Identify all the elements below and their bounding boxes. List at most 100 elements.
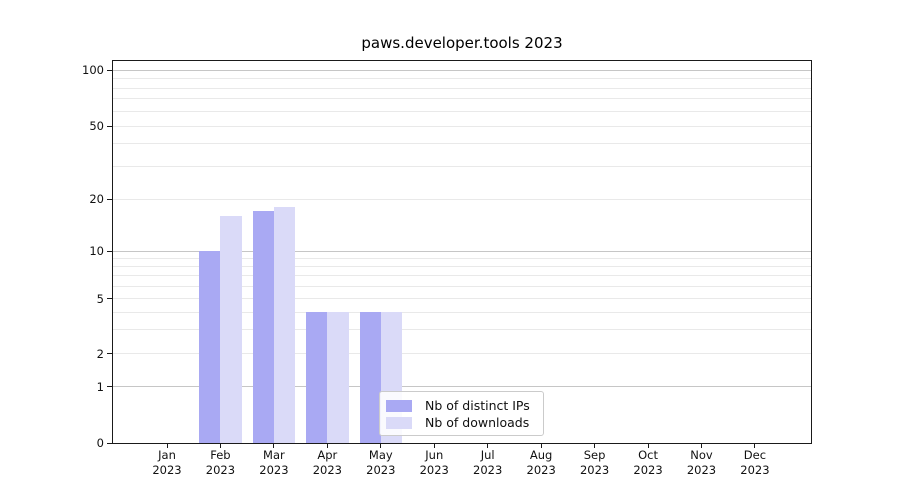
x-tick-label-aug: Aug 2023 bbox=[509, 448, 573, 478]
gridline-50 bbox=[113, 125, 811, 127]
legend-swatch-distinct-ips bbox=[386, 399, 412, 412]
y-tick-label-5: 5 bbox=[96, 291, 104, 306]
x-tick-mark-oct bbox=[647, 443, 649, 448]
y-tick-label-50: 50 bbox=[89, 119, 104, 134]
x-tick-label-may: May 2023 bbox=[349, 448, 413, 478]
bar-apr-distinct-ips bbox=[306, 312, 328, 443]
gridline-100 bbox=[113, 69, 811, 71]
x-tick-label-jan: Jan 2023 bbox=[135, 448, 199, 478]
gridline-minor-9 bbox=[113, 257, 811, 259]
x-tick-year: 2023 bbox=[473, 463, 503, 477]
x-tick-mark-nov bbox=[701, 443, 702, 448]
gridline-2 bbox=[113, 353, 811, 355]
gridline-20 bbox=[113, 198, 811, 200]
x-tick-month: Nov bbox=[690, 448, 713, 462]
y-tick-label-1: 1 bbox=[96, 379, 104, 394]
gridline-minor-70 bbox=[113, 98, 811, 100]
x-tick-month: Jun bbox=[425, 448, 444, 462]
x-tick-mark-dec bbox=[754, 443, 756, 448]
x-tick-label-feb: Feb 2023 bbox=[188, 448, 252, 478]
gridline-minor-3 bbox=[113, 329, 811, 331]
x-tick-month: Dec bbox=[743, 448, 767, 462]
bar-mar-downloads bbox=[273, 206, 296, 443]
gridline-minor-90 bbox=[113, 78, 811, 80]
x-tick-label-sep: Sep 2023 bbox=[563, 448, 627, 478]
x-tick-mark-sep bbox=[594, 443, 596, 448]
x-tick-year: 2023 bbox=[686, 463, 717, 477]
bar-may-distinct-ips bbox=[359, 312, 381, 443]
gridline-minor-40 bbox=[113, 143, 811, 145]
x-tick-label-apr: Apr 2023 bbox=[295, 448, 359, 478]
chart-title: paws.developer.tools 2023 bbox=[361, 34, 563, 52]
y-tick-label-10: 10 bbox=[89, 244, 104, 258]
x-tick-year: 2023 bbox=[152, 463, 182, 477]
x-tick-year: 2023 bbox=[579, 463, 610, 477]
legend-label-downloads: Nb of downloads bbox=[425, 415, 530, 430]
x-tick-label-mar: Mar 2023 bbox=[242, 448, 306, 478]
legend-row-distinct-ips: Nb of distinct IPs bbox=[386, 397, 535, 414]
x-tick-mark-feb bbox=[219, 443, 221, 448]
y-tick-mark-1 bbox=[107, 386, 112, 388]
x-tick-year: 2023 bbox=[419, 463, 449, 477]
x-tick-year: 2023 bbox=[366, 463, 396, 477]
x-tick-label-jul: Jul 2023 bbox=[456, 448, 520, 478]
x-tick-month: Apr bbox=[317, 448, 338, 462]
legend-swatch-downloads bbox=[386, 416, 412, 429]
gridline-minor-8 bbox=[113, 265, 811, 267]
gridline-minor-7 bbox=[113, 275, 811, 277]
plot-area: Nb of distinct IPs Nb of downloads bbox=[112, 60, 812, 444]
x-tick-mark-aug bbox=[540, 443, 542, 448]
x-tick-month: Oct bbox=[638, 448, 658, 462]
gridline-minor-6 bbox=[113, 285, 811, 287]
y-tick-mark-50 bbox=[107, 125, 112, 127]
bar-feb-distinct-ips bbox=[199, 251, 221, 443]
gridline-minor-80 bbox=[113, 87, 811, 89]
gridline-10 bbox=[113, 250, 811, 252]
x-tick-mark-mar bbox=[273, 443, 275, 448]
x-tick-mark-jul bbox=[487, 443, 489, 448]
y-tick-label-2: 2 bbox=[96, 346, 104, 361]
x-tick-month: Jan bbox=[158, 448, 176, 462]
y-tick-mark-2 bbox=[107, 353, 112, 355]
x-tick-year: 2023 bbox=[259, 463, 289, 477]
y-tick-label-20: 20 bbox=[89, 192, 104, 207]
x-tick-year: 2023 bbox=[526, 463, 556, 477]
legend: Nb of distinct IPs Nb of downloads bbox=[379, 391, 544, 436]
x-tick-month: Mar bbox=[263, 448, 285, 462]
y-tick-label-100: 100 bbox=[82, 63, 104, 77]
y-tick-mark-20 bbox=[107, 198, 112, 200]
x-tick-month: Aug bbox=[529, 448, 553, 462]
legend-label-distinct-ips: Nb of distinct IPs bbox=[425, 398, 530, 413]
bar-mar-distinct-ips bbox=[252, 211, 274, 443]
x-tick-mark-jun bbox=[433, 443, 435, 448]
bar-feb-downloads bbox=[220, 215, 242, 443]
x-tick-label-dec: Dec 2023 bbox=[723, 448, 787, 478]
x-tick-month: Feb bbox=[210, 448, 231, 462]
bar-apr-downloads bbox=[327, 312, 349, 443]
y-tick-label-0: 0 bbox=[96, 436, 104, 450]
y-tick-mark-100 bbox=[107, 69, 112, 71]
y-tick-mark-10 bbox=[107, 250, 112, 252]
x-tick-year: 2023 bbox=[312, 463, 342, 477]
x-tick-label-oct: Oct 2023 bbox=[616, 448, 680, 478]
x-tick-mark-apr bbox=[326, 443, 328, 448]
x-tick-year: 2023 bbox=[205, 463, 236, 477]
x-tick-month: May bbox=[368, 448, 393, 462]
x-tick-year: 2023 bbox=[633, 463, 663, 477]
y-tick-mark-0 bbox=[107, 442, 112, 444]
legend-row-downloads: Nb of downloads bbox=[386, 414, 535, 431]
y-tick-mark-5 bbox=[107, 298, 112, 300]
gridline-minor-4 bbox=[113, 311, 811, 313]
x-tick-label-jun: Jun 2023 bbox=[402, 448, 466, 478]
gridline-minor-30 bbox=[113, 166, 811, 168]
x-tick-month: Sep bbox=[583, 448, 606, 462]
gridline-minor-60 bbox=[113, 110, 811, 112]
x-tick-year: 2023 bbox=[740, 463, 770, 477]
x-tick-mark-may bbox=[380, 443, 382, 448]
gridline-5 bbox=[113, 298, 811, 300]
x-tick-month: Jul bbox=[480, 448, 495, 462]
gridline-1 bbox=[113, 386, 811, 388]
x-tick-label-nov: Nov 2023 bbox=[670, 448, 734, 478]
x-tick-mark-jan bbox=[166, 443, 168, 448]
